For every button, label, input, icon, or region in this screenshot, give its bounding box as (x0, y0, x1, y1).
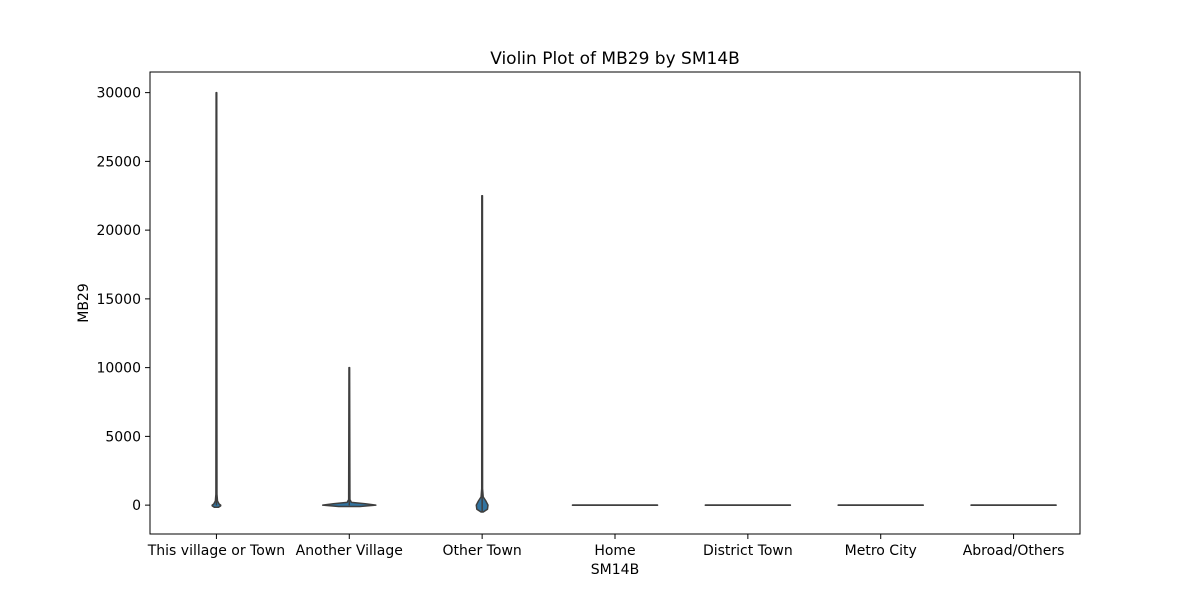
y-tick-label: 20000 (96, 223, 141, 239)
x-tick-label: Another Village (296, 543, 403, 559)
y-axis-label: MB29 (76, 283, 92, 323)
y-tick-label: 15000 (96, 292, 141, 308)
violin (211, 91, 222, 508)
x-tick-label: This village or Town (147, 543, 285, 559)
violin (321, 366, 377, 508)
x-tick-label: Abroad/Others (963, 543, 1065, 559)
violins-layer (211, 91, 1057, 513)
y-tick-label: 30000 (96, 86, 141, 102)
x-tick-label: District Town (703, 543, 793, 559)
violin (475, 195, 489, 513)
plot-frame (149, 71, 1081, 535)
y-tick-label: 25000 (96, 154, 141, 170)
y-tick-label: 5000 (105, 429, 141, 445)
chart-title: Violin Plot of MB29 by SM14B (490, 49, 740, 69)
x-tick-label: Other Town (443, 543, 522, 559)
y-axis: 0 5000 10000 15000 20000 25000 30000 (96, 86, 150, 514)
x-tick-label: Home (594, 543, 635, 559)
x-axis-label: SM14B (591, 562, 639, 578)
x-axis: This village or Town Another Village Other… (147, 534, 1065, 559)
x-tick-label: Metro City (845, 543, 917, 559)
y-tick-label: 10000 (96, 361, 141, 377)
y-tick-label: 0 (132, 498, 141, 514)
